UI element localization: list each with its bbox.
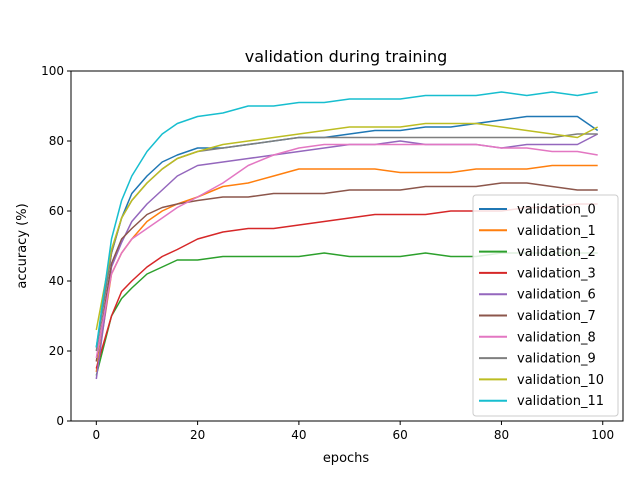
x-tick-label: 100: [591, 428, 614, 442]
x-tick-label: 80: [494, 428, 509, 442]
x-axis: 0 20 40 60 80 100: [93, 421, 614, 442]
legend: validation_0 validation_1 validation_2vali…: [472, 194, 619, 417]
x-tick-label: 0: [93, 428, 101, 442]
y-tick-label: 80: [49, 134, 64, 148]
legend-label: validation_3: [517, 266, 596, 281]
legend-label: validation_2: [517, 245, 596, 260]
chart-title: validation during training: [245, 47, 448, 66]
x-tick-label: 20: [190, 428, 205, 442]
legend-label: validation_6: [517, 288, 596, 303]
series-line-validation_7: [95, 182, 598, 362]
legend-label: validation_7: [517, 309, 596, 324]
legend-box: [472, 194, 619, 417]
legend-label: validation_10: [517, 373, 604, 388]
series-line-validation_11: [95, 91, 598, 348]
series-line-validation_10: [95, 122, 599, 331]
y-tick-label: 40: [49, 274, 64, 288]
y-tick-label: 0: [56, 414, 64, 428]
legend-label: validation_1: [517, 224, 596, 239]
legend-label: validation_8: [517, 330, 596, 345]
y-tick-label: 20: [49, 344, 64, 358]
x-tick-label: 40: [291, 428, 306, 442]
axes-frame: [70, 70, 624, 422]
series-line-validation_8: [95, 143, 598, 359]
y-tick-label: 100: [41, 64, 64, 78]
x-axis-label: epochs: [323, 451, 370, 466]
y-axis-label: accuracy (%): [15, 203, 30, 288]
y-axis: 0 20 40 60 80 100: [41, 64, 71, 428]
series-line-validation_1: [95, 164, 598, 373]
legend-label: validation_9: [517, 352, 596, 367]
y-tick-label: 60: [49, 204, 64, 218]
legend-label: validation_11: [517, 394, 604, 409]
x-tick-label: 60: [393, 428, 408, 442]
legend-label: validation_0: [517, 203, 596, 218]
